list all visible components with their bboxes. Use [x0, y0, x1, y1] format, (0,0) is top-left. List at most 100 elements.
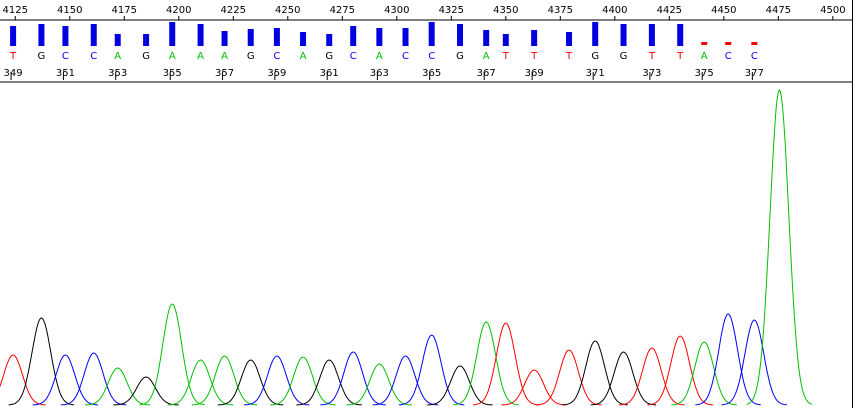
scan-tick-label: 4300	[384, 5, 409, 16]
base-number: 377	[745, 68, 764, 79]
quality-bar	[701, 42, 708, 45]
base-call: G	[620, 51, 628, 62]
base-number: 357	[215, 68, 234, 79]
scan-tick-label: 4375	[548, 5, 573, 16]
base-call: C	[751, 51, 758, 62]
base-number: 371	[586, 68, 605, 79]
trace-peak	[536, 349, 602, 406]
quality-bar	[531, 30, 538, 46]
quality-bar	[592, 22, 599, 46]
scan-tick-label: 4250	[275, 5, 300, 16]
trace-peak	[60, 352, 127, 406]
base-call: T	[648, 51, 656, 62]
base-call: C	[725, 51, 732, 62]
base-call: G	[325, 51, 333, 62]
trace-peak	[217, 359, 284, 406]
base-number: 351	[56, 68, 75, 79]
quality-bar	[428, 22, 435, 46]
scan-tick-label: 4275	[330, 5, 355, 16]
base-number: 353	[108, 68, 127, 79]
trace-peak	[671, 341, 737, 406]
base-call: T	[530, 51, 538, 62]
quality-bar	[483, 30, 490, 46]
trace-peak	[501, 369, 567, 406]
scan-tick-label: 4500	[820, 5, 845, 16]
trace-peak	[270, 356, 336, 406]
quality-bar	[38, 24, 45, 46]
trace-peak	[398, 334, 465, 406]
scan-tick-label: 4200	[166, 5, 191, 16]
quality-bar	[143, 34, 150, 46]
quality-bar	[300, 32, 307, 46]
base-call: G	[142, 51, 150, 62]
trace-peak	[746, 88, 813, 405]
base-call: C	[402, 51, 409, 62]
trace-peak	[32, 354, 99, 406]
scan-tick-label: 4325	[439, 5, 464, 16]
base-call: C	[273, 51, 280, 62]
scan-tick-label: 4175	[112, 5, 137, 16]
trace-peak	[453, 321, 519, 406]
quality-bar	[376, 28, 383, 46]
quality-bar	[221, 31, 228, 46]
base-call: A	[169, 51, 176, 62]
trace-peak	[191, 355, 258, 406]
trace-peak	[472, 322, 539, 406]
base-number: 373	[642, 68, 661, 79]
base-number: 361	[320, 68, 339, 79]
base-number: 365	[422, 68, 441, 79]
base-call: T	[502, 51, 510, 62]
trace-peak	[296, 359, 362, 406]
trace-peak	[647, 335, 713, 406]
base-call: A	[701, 51, 708, 62]
trace-peak	[8, 317, 75, 406]
quality-bar	[620, 24, 627, 46]
trace-peak	[346, 363, 412, 406]
base-number: 375	[695, 68, 714, 79]
quality-bar	[273, 28, 280, 46]
base-call: A	[197, 51, 204, 62]
base-number: 355	[163, 68, 182, 79]
quality-bar	[10, 26, 17, 46]
trace-peak	[721, 319, 787, 406]
base-call: T	[565, 51, 573, 62]
base-call: A	[483, 51, 490, 62]
base-number: 363	[370, 68, 389, 79]
trace-peak	[695, 313, 761, 406]
base-call: G	[591, 51, 599, 62]
scan-tick-label: 4400	[602, 5, 627, 16]
base-call: G	[456, 51, 464, 62]
trace-peak	[84, 367, 151, 406]
base-call: A	[221, 51, 228, 62]
base-call: A	[300, 51, 307, 62]
quality-bar	[725, 42, 732, 45]
base-call: A	[114, 51, 121, 62]
quality-bar	[350, 26, 357, 46]
trace-peak	[167, 359, 234, 406]
quality-bar	[751, 42, 758, 45]
base-call: C	[428, 51, 435, 62]
base-call: T	[676, 51, 684, 62]
scan-tick-label: 4475	[766, 5, 791, 16]
trace-peak	[590, 351, 657, 406]
quality-bar	[457, 24, 464, 46]
quality-bar	[247, 29, 254, 46]
trace-peak	[113, 376, 179, 406]
quality-bar	[402, 28, 409, 46]
quality-bar	[502, 34, 509, 46]
trace-peak	[139, 303, 205, 406]
trace-peak	[372, 355, 439, 406]
scan-tick-label: 4450	[711, 5, 736, 16]
quality-bar	[197, 24, 204, 46]
base-call: T	[9, 51, 17, 62]
quality-bar	[326, 34, 333, 46]
base-call: C	[90, 51, 97, 62]
scan-tick-label: 4225	[221, 5, 246, 16]
traces	[0, 88, 813, 406]
quality-bar	[566, 32, 573, 46]
scan-tick-label: 4125	[3, 5, 28, 16]
quality-bar	[169, 22, 176, 46]
base-call: C	[62, 51, 69, 62]
